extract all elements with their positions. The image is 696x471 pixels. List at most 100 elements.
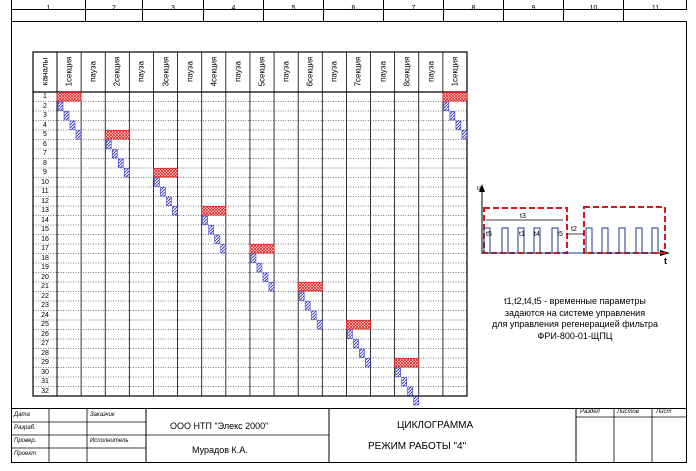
row-label-24: 24	[41, 311, 49, 319]
row-label-5: 5	[43, 131, 47, 138]
ruler-col-7: 7	[383, 0, 443, 22]
section-9-pulse-3	[455, 120, 462, 130]
column-ruler: 1 2 3 4 5 6 7 8 9 10 11	[0, 0, 696, 22]
section-4-pulse-4	[220, 244, 227, 254]
section-9-pulse-1	[443, 101, 450, 111]
section-1-header-block	[56, 92, 82, 102]
column-header-5: 3секция	[161, 56, 171, 87]
section-9-pulse-4	[461, 130, 468, 140]
column-header-3: 2секция	[112, 56, 122, 87]
row-label-10: 10	[41, 178, 49, 186]
section-8-pulse-4	[413, 396, 419, 406]
section-7-pulse-4	[365, 358, 371, 368]
stamp-checker-label: Провер.	[14, 438, 37, 444]
channel-header: каналы	[40, 57, 50, 86]
ruler-col-6: 6	[323, 0, 383, 22]
section-6-pulse-1	[298, 291, 305, 301]
section-2-pulse-1	[105, 139, 112, 149]
row-label-27: 27	[41, 340, 49, 347]
row-label-18: 18	[41, 254, 49, 262]
t1-label: t1	[519, 231, 525, 238]
section-4-header-block	[201, 206, 227, 216]
axis-t-label: t	[664, 256, 667, 266]
row-label-4: 4	[43, 121, 47, 129]
ruler-col-4: 4	[203, 0, 263, 22]
ruler-col-3: 3	[142, 0, 203, 22]
stamp-customer-label: Заказчик	[90, 412, 115, 418]
ruler-col-2: 2	[85, 0, 142, 22]
ruler-col-5: 5	[263, 0, 323, 22]
t4-label: t4	[534, 231, 540, 238]
section-8-pulse-3	[407, 386, 413, 396]
row-label-13: 13	[41, 207, 49, 214]
ruler-col-11: 11	[623, 0, 687, 22]
ruler-col-1: 1	[11, 0, 85, 22]
section-7-pulse-3	[359, 348, 365, 358]
drawing-title: ЦИКЛОГРАММА	[397, 420, 474, 431]
row-label-15: 15	[41, 226, 49, 233]
section-8-pulse-2	[401, 377, 407, 387]
section-8-header-block	[394, 358, 420, 368]
section-3-pulse-1	[154, 177, 160, 187]
row-label-31: 31	[41, 378, 49, 385]
section-3-header-block	[153, 168, 178, 178]
row-label-30: 30	[41, 368, 49, 376]
column-header-15: 8секция	[402, 56, 412, 87]
row-label-8: 8	[43, 159, 47, 167]
row-label-29: 29	[41, 359, 49, 366]
section-3-pulse-2	[160, 187, 166, 197]
section-3-pulse-3	[166, 196, 172, 206]
column-header-8: пауза	[233, 61, 243, 82]
row-label-19: 19	[41, 264, 49, 271]
section-5-header-block	[249, 244, 275, 254]
stamp-executor-label: Исполнитель	[90, 438, 129, 444]
pulse-group-1	[483, 207, 568, 254]
column-header-11: 6секция	[305, 56, 315, 87]
column-header-1: 1секция	[64, 56, 74, 87]
section-5-pulse-4	[268, 282, 275, 292]
stamp-date-label: Дата	[14, 412, 30, 418]
section-4-pulse-2	[208, 225, 215, 235]
t2-label: t2	[571, 226, 577, 233]
row-label-32: 32	[41, 387, 49, 395]
stamp-developer-label: Разраб.	[14, 425, 36, 431]
section-8-pulse-1	[395, 367, 401, 377]
row-label-23: 23	[41, 302, 49, 309]
row-label-28: 28	[41, 349, 49, 357]
section-9-pulse-2	[449, 111, 456, 121]
section-7-header-block	[346, 320, 371, 330]
section-1-pulse-4	[75, 130, 82, 140]
section-6-pulse-4	[316, 320, 323, 330]
row-label-1: 1	[43, 93, 47, 100]
section-6-header-block	[297, 282, 323, 292]
section-7-pulse-1	[347, 329, 353, 339]
column-header-10: пауза	[281, 61, 291, 82]
row-label-16: 16	[41, 235, 49, 243]
row-label-3: 3	[43, 112, 47, 119]
row-label-25: 25	[41, 321, 49, 328]
section-4-pulse-1	[202, 215, 209, 225]
row-label-17: 17	[41, 245, 49, 252]
row-label-12: 12	[41, 197, 49, 205]
section-3-pulse-4	[172, 206, 178, 216]
company-name: ООО НТП "Элекс 2000"	[170, 421, 269, 431]
note-line-4: ФРИ-800-01-ЩПЦ	[537, 330, 613, 341]
row-label-20: 20	[41, 273, 49, 281]
section-2-pulse-2	[111, 149, 118, 159]
row-label-6: 6	[43, 140, 47, 148]
column-header-2: пауза	[88, 61, 98, 82]
column-header-14: пауза	[378, 61, 388, 82]
stamp-sheets-label: Листов	[617, 409, 639, 415]
ruler-col-9: 9	[503, 0, 563, 22]
row-label-14: 14	[41, 216, 49, 224]
section-6-pulse-3	[310, 310, 317, 320]
row-label-26: 26	[41, 330, 49, 338]
timing-diagram: u t t3 t5 t1 t4 t5 t2	[477, 184, 670, 266]
row-label-22: 22	[41, 292, 49, 300]
u-axis-arrow-icon	[479, 184, 485, 192]
section-9-header-block	[442, 92, 468, 102]
column-header-4: пауза	[136, 61, 146, 82]
section-6-pulse-2	[304, 301, 311, 311]
section-2-header-block	[104, 130, 130, 140]
